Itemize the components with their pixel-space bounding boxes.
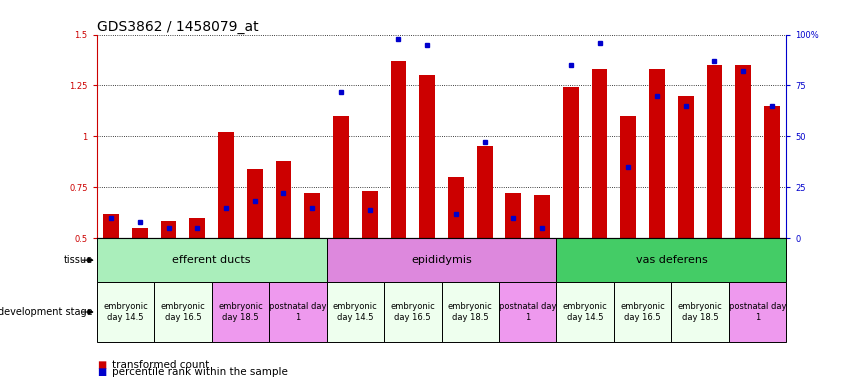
Text: efferent ducts: efferent ducts	[172, 255, 251, 265]
Bar	[499, 282, 557, 342]
Bar	[442, 282, 499, 342]
Text: embryonic
day 16.5: embryonic day 16.5	[390, 302, 435, 322]
Text: ■: ■	[97, 360, 106, 370]
Bar	[477, 147, 493, 238]
Bar	[362, 191, 378, 238]
Text: embryonic
day 18.5: embryonic day 18.5	[448, 302, 493, 322]
Bar	[132, 228, 148, 238]
Bar	[189, 218, 205, 238]
Text: transformed count: transformed count	[112, 360, 209, 370]
Text: tissue: tissue	[63, 255, 93, 265]
Bar	[420, 75, 435, 238]
Bar	[269, 282, 326, 342]
Bar	[671, 282, 729, 342]
Text: vas deferens: vas deferens	[636, 255, 707, 265]
Bar	[706, 65, 722, 238]
Bar	[764, 106, 780, 238]
Bar	[304, 193, 320, 238]
Bar	[333, 116, 349, 238]
Bar	[534, 195, 550, 238]
Bar	[390, 61, 406, 238]
Bar	[735, 65, 751, 238]
Text: embryonic
day 18.5: embryonic day 18.5	[678, 302, 722, 322]
Text: embryonic
day 14.5: embryonic day 14.5	[103, 302, 148, 322]
Bar	[505, 193, 521, 238]
Bar	[247, 169, 262, 238]
Text: embryonic
day 18.5: embryonic day 18.5	[218, 302, 262, 322]
Text: epididymis: epididymis	[411, 255, 472, 265]
Bar	[563, 88, 579, 238]
Bar	[97, 282, 154, 342]
Bar	[276, 161, 291, 238]
Bar	[621, 116, 636, 238]
Bar	[212, 282, 269, 342]
Bar	[384, 282, 442, 342]
Text: embryonic
day 14.5: embryonic day 14.5	[333, 302, 378, 322]
Text: postnatal day
1: postnatal day 1	[729, 302, 786, 322]
Text: ■: ■	[97, 367, 106, 377]
Bar	[218, 132, 234, 238]
Bar	[103, 214, 119, 238]
Bar	[161, 221, 177, 238]
Bar	[326, 282, 384, 342]
Text: embryonic
day 16.5: embryonic day 16.5	[161, 302, 205, 322]
Bar	[614, 282, 671, 342]
Text: development stage: development stage	[0, 307, 93, 317]
Bar	[557, 238, 786, 282]
Bar	[154, 282, 212, 342]
Text: embryonic
day 16.5: embryonic day 16.5	[621, 302, 665, 322]
Bar	[326, 238, 557, 282]
Bar	[97, 238, 326, 282]
Bar	[592, 69, 607, 238]
Bar	[448, 177, 463, 238]
Bar	[649, 69, 665, 238]
Bar	[729, 282, 786, 342]
Text: postnatal day
1: postnatal day 1	[499, 302, 557, 322]
Bar	[557, 282, 614, 342]
Text: postnatal day
1: postnatal day 1	[269, 302, 326, 322]
Text: percentile rank within the sample: percentile rank within the sample	[112, 367, 288, 377]
Bar	[678, 96, 694, 238]
Text: embryonic
day 14.5: embryonic day 14.5	[563, 302, 607, 322]
Text: GDS3862 / 1458079_at: GDS3862 / 1458079_at	[97, 20, 258, 33]
